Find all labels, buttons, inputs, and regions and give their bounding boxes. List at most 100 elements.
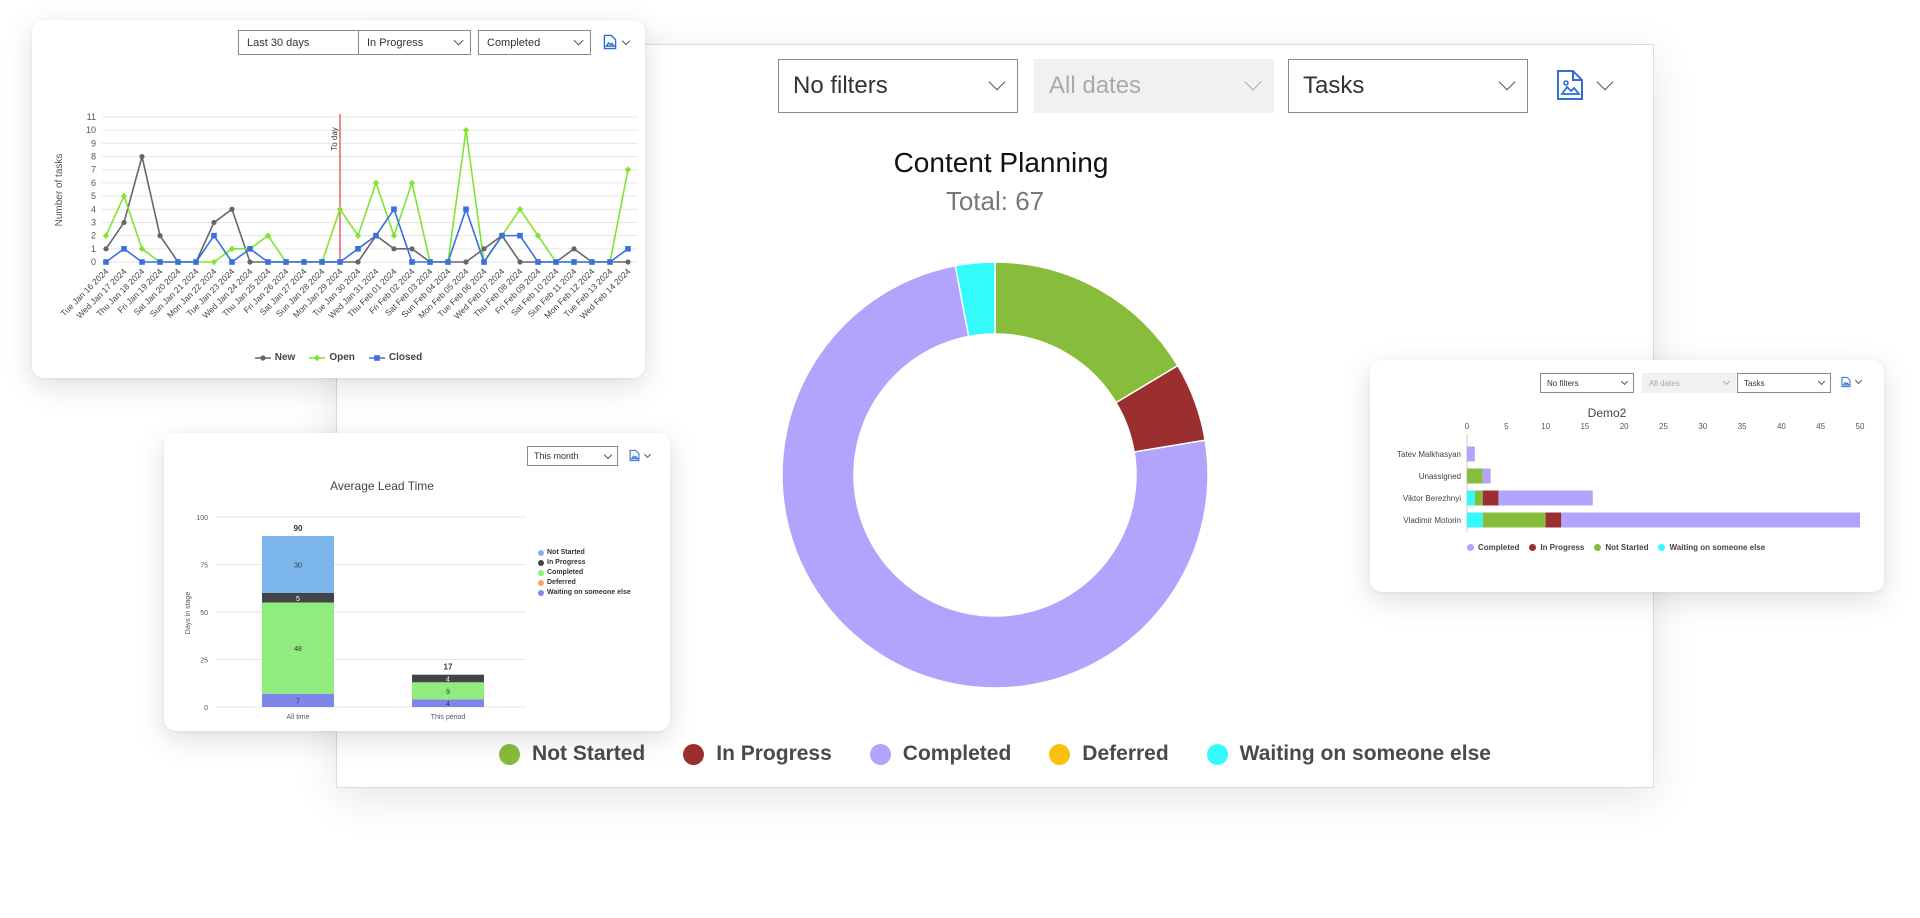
data-point-new[interactable]	[121, 219, 127, 226]
data-point-open[interactable]	[336, 206, 344, 213]
period-dropdown[interactable]: This month	[527, 446, 618, 466]
data-point-closed[interactable]	[571, 259, 577, 265]
legend-item[interactable]: Not Started	[1594, 543, 1648, 552]
data-point-closed[interactable]	[427, 259, 433, 265]
data-point-open[interactable]	[102, 232, 110, 239]
dates-dropdown[interactable]: All dates	[1642, 373, 1736, 393]
bar-segment-not-started[interactable]	[1467, 468, 1483, 484]
bar-segment-completed[interactable]	[262, 602, 334, 694]
legend-item[interactable]: Not Started	[499, 742, 645, 766]
bar-segment-completed[interactable]	[412, 682, 484, 700]
legend-item[interactable]: Deferred	[1049, 742, 1169, 766]
data-point-closed[interactable]	[193, 259, 199, 265]
legend-item[interactable]: In Progress	[538, 558, 631, 568]
data-point-closed[interactable]	[121, 246, 127, 252]
type-dropdown[interactable]: Tasks	[1737, 373, 1831, 393]
data-point-open[interactable]	[354, 232, 362, 239]
data-point-new[interactable]	[157, 233, 163, 239]
data-point-new[interactable]	[463, 259, 469, 265]
data-point-new[interactable]	[229, 206, 235, 212]
donut-slice-waiting-on-someone-else[interactable]	[954, 261, 996, 338]
legend-item[interactable]: Completed	[538, 568, 631, 578]
bar-segment-completed[interactable]	[1467, 446, 1475, 462]
data-point-closed[interactable]	[553, 259, 559, 265]
data-point-new[interactable]	[391, 246, 397, 252]
data-point-closed[interactable]	[229, 259, 235, 265]
bar-segment-in-progress[interactable]	[262, 593, 334, 603]
data-point-closed[interactable]	[247, 246, 253, 252]
data-point-new[interactable]	[139, 153, 145, 160]
bar-segment-completed[interactable]	[1561, 512, 1860, 528]
bar-segment-waiting-on-someone-else[interactable]	[1467, 490, 1475, 506]
legend-item[interactable]: Open	[309, 352, 355, 363]
data-point-open[interactable]	[120, 192, 128, 200]
bar-segment-in-progress[interactable]	[412, 674, 484, 683]
bar-segment-completed[interactable]	[1482, 468, 1491, 484]
legend-item[interactable]: New	[254, 352, 295, 363]
data-point-open[interactable]	[264, 232, 272, 239]
export-button[interactable]	[603, 34, 631, 50]
data-point-closed[interactable]	[589, 259, 595, 265]
export-button[interactable]	[1841, 376, 1863, 388]
data-point-open[interactable]	[210, 258, 218, 266]
legend-item[interactable]: Completed	[1467, 543, 1519, 552]
legend-item[interactable]: In Progress	[683, 742, 832, 766]
data-point-new[interactable]	[103, 246, 109, 252]
legend-item[interactable]: Not Started	[538, 548, 631, 558]
data-point-open[interactable]	[516, 206, 524, 213]
data-point-closed[interactable]	[445, 259, 451, 265]
data-point-new[interactable]	[247, 259, 253, 265]
dates-dropdown[interactable]: All dates	[1034, 59, 1274, 113]
data-point-closed[interactable]	[535, 259, 541, 265]
export-button[interactable]	[1555, 69, 1614, 101]
legend-item[interactable]: In Progress	[1529, 543, 1584, 552]
data-point-closed[interactable]	[283, 259, 289, 265]
bar-segment-not-started[interactable]	[1474, 490, 1483, 506]
donut-slice-completed[interactable]	[781, 264, 1209, 689]
data-point-closed[interactable]	[373, 232, 379, 239]
data-point-closed[interactable]	[103, 259, 109, 265]
bar-segment-in-progress[interactable]	[1545, 512, 1562, 528]
legend-item[interactable]: Closed	[368, 352, 422, 363]
data-point-open[interactable]	[372, 179, 380, 187]
filter-dropdown[interactable]: No filters	[778, 59, 1018, 113]
bar-segment-waiting-on-someone-else[interactable]	[412, 699, 484, 707]
type-dropdown[interactable]: Tasks	[1288, 59, 1528, 113]
bar-segment-waiting-on-someone-else[interactable]	[1467, 512, 1483, 528]
data-point-closed[interactable]	[175, 259, 181, 265]
legend-item[interactable]: Completed	[869, 742, 1011, 766]
bar-segment-not-started[interactable]	[262, 536, 334, 593]
legend-item[interactable]: Waiting on someone else	[1658, 543, 1765, 552]
status-b-dropdown[interactable]: Completed	[478, 30, 591, 55]
filter-dropdown[interactable]: No filters	[1540, 373, 1634, 393]
data-point-closed[interactable]	[157, 259, 163, 265]
data-point-new[interactable]	[625, 259, 631, 265]
data-point-closed[interactable]	[463, 206, 469, 213]
data-point-open[interactable]	[228, 245, 236, 253]
bar-segment-in-progress[interactable]	[1482, 490, 1499, 506]
export-button[interactable]	[629, 449, 652, 462]
legend-item[interactable]: Waiting on someone else	[1206, 742, 1491, 766]
data-point-closed[interactable]	[355, 246, 361, 252]
data-point-closed[interactable]	[301, 259, 307, 265]
data-point-new[interactable]	[211, 219, 217, 226]
data-point-closed[interactable]	[211, 232, 217, 239]
status-a-dropdown[interactable]: In Progress	[358, 30, 471, 55]
data-point-closed[interactable]	[391, 206, 397, 213]
data-point-closed[interactable]	[319, 259, 325, 265]
data-point-closed[interactable]	[607, 259, 613, 265]
data-point-closed[interactable]	[265, 259, 271, 265]
bar-segment-completed[interactable]	[1498, 490, 1593, 506]
data-point-open[interactable]	[624, 166, 632, 173]
legend-item[interactable]: Deferred	[538, 578, 631, 588]
bar-segment-not-started[interactable]	[1482, 512, 1546, 528]
data-point-new[interactable]	[481, 246, 487, 252]
legend-item[interactable]: Waiting on someone else	[538, 588, 631, 598]
data-point-open[interactable]	[462, 126, 470, 134]
data-point-closed[interactable]	[481, 259, 487, 265]
data-point-new[interactable]	[355, 259, 361, 265]
data-point-new[interactable]	[571, 246, 577, 252]
data-point-closed[interactable]	[499, 232, 505, 239]
data-point-closed[interactable]	[409, 259, 415, 265]
bar-segment-waiting-on-someone-else[interactable]	[262, 693, 334, 707]
